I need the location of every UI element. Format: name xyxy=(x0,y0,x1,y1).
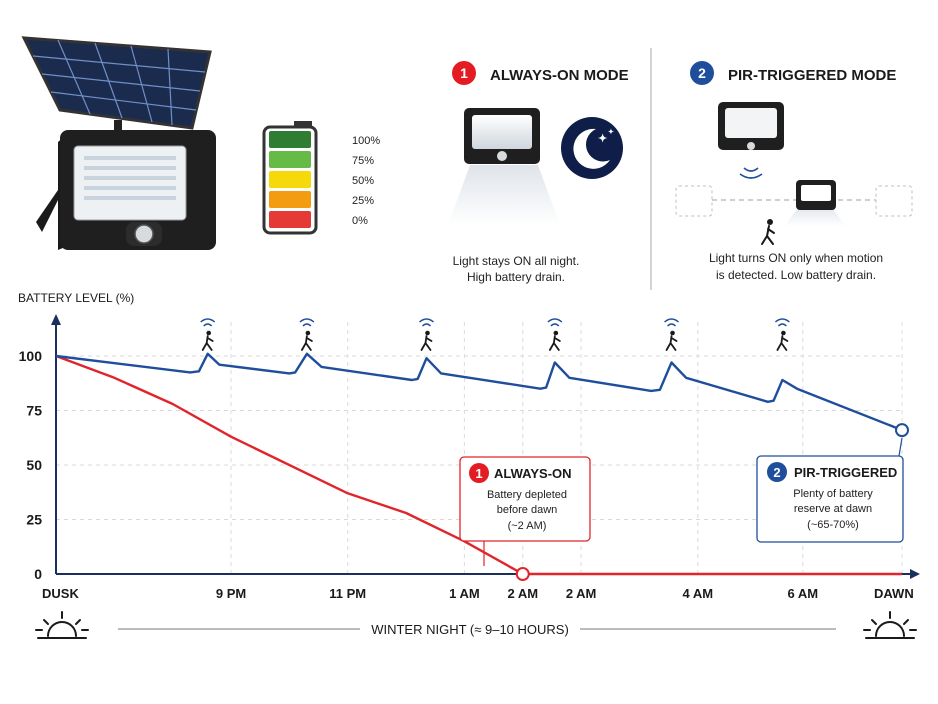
x-tick-label: 9 PM xyxy=(216,586,246,601)
motion-event-icon xyxy=(299,318,315,351)
battery-level-label: 75% xyxy=(352,155,374,167)
mode-panels: 1 ALWAYS-ON MODE ✦ ✦ Light stays ON all … xyxy=(448,48,913,290)
callout-1-line-3: (~2 AM) xyxy=(508,520,547,532)
battery-level-label: 50% xyxy=(352,175,374,187)
motion-events xyxy=(200,318,790,351)
always-on-mode-panel: 1 ALWAYS-ON MODE ✦ ✦ Light stays ON all … xyxy=(448,61,629,284)
flood-light-icon xyxy=(36,130,216,250)
mode-2-badge xyxy=(690,61,714,85)
motion-sensor-wave-icon xyxy=(739,167,763,179)
light-beam-icon xyxy=(448,165,560,225)
callout-2-number: 2 xyxy=(773,465,780,480)
x-tick-label: 2 AM xyxy=(566,586,597,601)
battery-segment-0 xyxy=(269,131,311,148)
svg-text:✦: ✦ xyxy=(608,128,614,136)
night-duration-label: WINTER NIGHT (≈ 9–10 HOURS) xyxy=(371,622,569,637)
always-on-caption-line-1: Light stays ON all night. xyxy=(453,254,580,268)
mode-2-number: 2 xyxy=(698,65,706,81)
callout-1-title: ALWAYS-ON xyxy=(494,466,572,481)
y-axis-label: BATTERY LEVEL (%) xyxy=(18,291,134,305)
x-tick-label: DAWN xyxy=(874,586,914,601)
svg-text:✦: ✦ xyxy=(598,133,607,145)
y-tick-label: 75 xyxy=(26,403,42,419)
sunrise-icon xyxy=(863,611,917,639)
x-tick-label: 6 AM xyxy=(788,586,819,601)
x-axis-tick-labels: DUSK 9 PM 11 PM 1 AM 2 AM 2 AM 4 AM 6 AM DAWN xyxy=(42,586,914,601)
callout-2-line-1: Plenty of battery xyxy=(793,488,873,500)
series-line-pir-triggered xyxy=(55,352,903,432)
motion-event-icon xyxy=(419,318,434,351)
series-line-always-on xyxy=(55,354,902,576)
y-tick-label: 100 xyxy=(19,348,43,364)
callout-2-line-2: reserve at dawn xyxy=(794,503,872,515)
always-on-caption-line-2: High battery drain. xyxy=(467,270,565,284)
x-tick-label: 11 PM xyxy=(329,586,366,601)
y-axis-tick-labels: 0 25 50 75 100 xyxy=(19,348,43,582)
always-on-callout: 1 ALWAYS-ON Battery depleted before dawn… xyxy=(459,456,591,566)
callout-1-number: 1 xyxy=(475,466,482,481)
x-tick-label: 2 AM xyxy=(507,586,538,601)
lamp-active-icon xyxy=(796,180,836,210)
solar-panel-icon xyxy=(21,36,212,130)
mode-1-number: 1 xyxy=(460,65,468,81)
battery-level-label: 25% xyxy=(352,195,374,207)
callout-1-line-1: Battery depleted xyxy=(487,489,567,501)
callout-2-title: PIR-TRIGGERED xyxy=(794,465,897,480)
lamp-off-right-icon xyxy=(875,185,913,217)
lamp-on-icon xyxy=(464,108,540,164)
end-markers xyxy=(515,423,909,581)
battery-segment-2 xyxy=(269,171,311,188)
lamp-off-icon xyxy=(718,102,784,150)
night-duration-footer: WINTER NIGHT (≈ 9–10 HOURS) xyxy=(35,611,917,639)
sunset-icon xyxy=(35,611,89,639)
callout-2-line-3: (~65-70%) xyxy=(807,519,859,531)
battery-level-label: 100% xyxy=(352,135,380,147)
callout-1-badge xyxy=(469,463,489,483)
battery-segment-3 xyxy=(269,191,311,208)
x-tick-label: 4 AM xyxy=(683,586,714,601)
battery-segment-1 xyxy=(269,151,311,168)
chart-series xyxy=(55,352,903,576)
x-tick-label: DUSK xyxy=(42,586,79,601)
battery-level-legend: 100% 75% 50% 25% 0% xyxy=(262,121,380,235)
motion-event-icon xyxy=(200,318,216,351)
end-marker-pir-triggered xyxy=(895,423,909,438)
pir-mode-title: PIR-TRIGGERED MODE xyxy=(728,67,896,84)
motion-event-icon xyxy=(774,318,790,351)
pir-caption-line-1: Light turns ON only when motion xyxy=(709,251,883,265)
moon-icon: ✦ ✦ xyxy=(561,117,623,179)
y-tick-label: 25 xyxy=(26,512,42,528)
end-marker-always-on xyxy=(515,567,530,581)
motion-event-icon xyxy=(664,318,679,351)
x-axis-arrow xyxy=(910,569,920,579)
y-axis-arrow xyxy=(51,314,61,325)
pir-caption-line-2: is detected. Low battery drain. xyxy=(716,268,876,282)
pir-callout: 2 PIR-TRIGGERED Plenty of battery reserv… xyxy=(756,437,904,543)
battery-segment-4 xyxy=(269,211,311,228)
y-tick-label: 0 xyxy=(34,566,42,582)
lamp-off-left-icon xyxy=(675,185,713,217)
solar-flood-light-illustration xyxy=(21,36,216,250)
pir-mode-panel: 2 PIR-TRIGGERED MODE xyxy=(675,61,913,282)
x-tick-label: 1 AM xyxy=(449,586,480,601)
mode-1-badge xyxy=(452,61,476,85)
always-on-mode-title: ALWAYS-ON MODE xyxy=(490,67,629,84)
walking-person-icon xyxy=(761,219,775,245)
callout-1-line-2: before dawn xyxy=(497,504,558,516)
battery-level-label: 0% xyxy=(352,215,368,227)
callout-2-badge xyxy=(767,462,787,482)
motion-event-icon xyxy=(547,318,563,351)
y-tick-label: 50 xyxy=(26,457,42,473)
